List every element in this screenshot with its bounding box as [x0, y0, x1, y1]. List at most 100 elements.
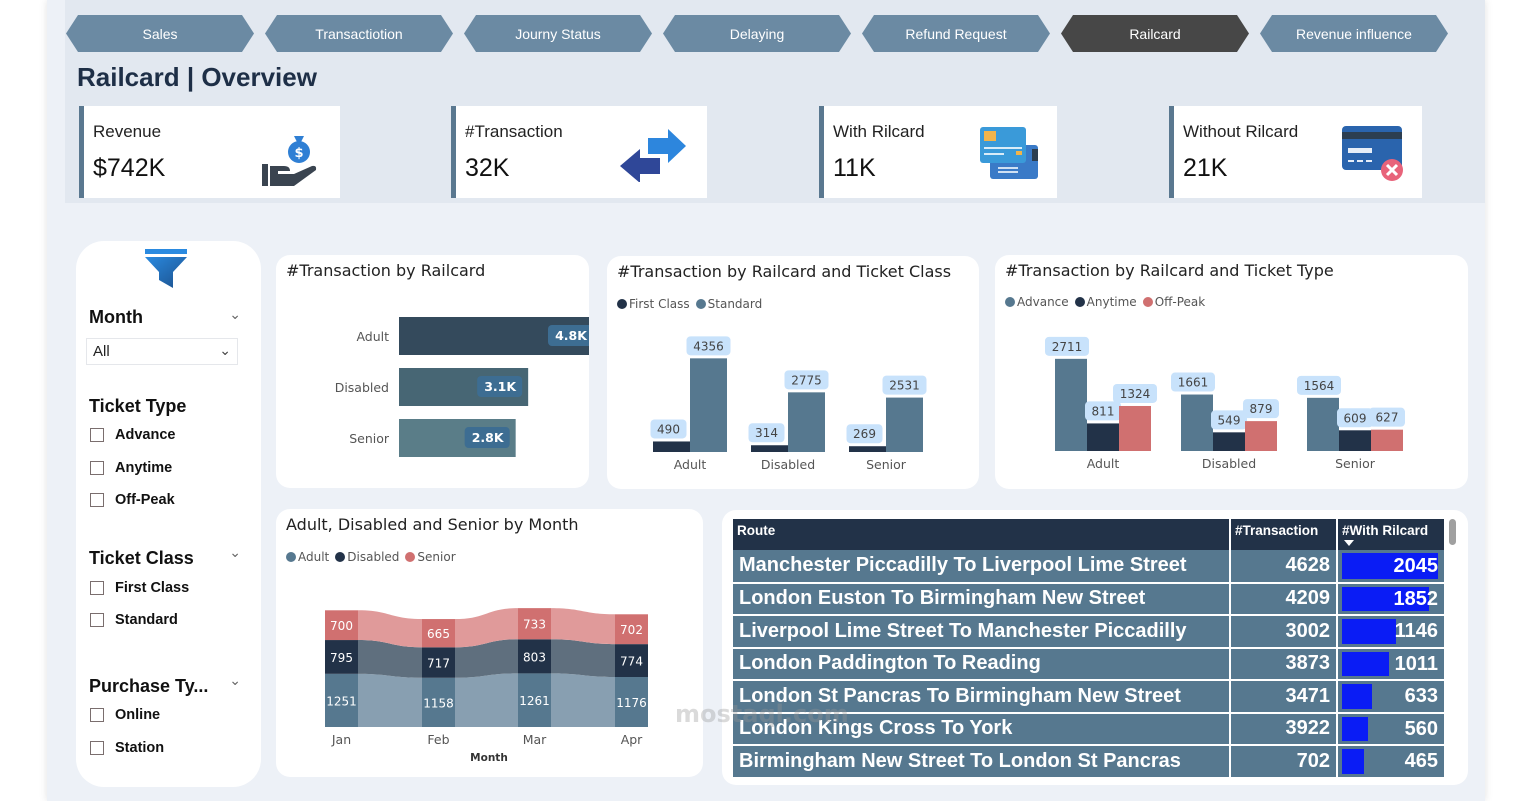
bar[interactable] [1181, 394, 1213, 451]
checkbox-station[interactable]: Station [90, 740, 164, 756]
x-axis-title: Month [470, 752, 508, 764]
table-row[interactable]: London Euston To Birmingham New Street 42… [733, 582, 1446, 616]
table-row[interactable]: London St Pancras To Birmingham New Stre… [733, 680, 1446, 714]
bar-chart: Adult 4.8K Disabled 3.1K Senior 2.8K [335, 317, 589, 457]
tab-journey-status[interactable]: Journy Status [464, 15, 652, 52]
data-label: 549 [1218, 413, 1241, 427]
checkbox-advance[interactable]: Advance [90, 427, 175, 443]
bar[interactable] [1245, 421, 1277, 451]
tab-delaying[interactable]: Delaying [663, 15, 851, 52]
bar[interactable] [1119, 405, 1151, 451]
chevron-down-icon[interactable]: ⌄ [229, 307, 241, 323]
checkbox-standard[interactable]: Standard [90, 612, 178, 628]
data-label-bg [1171, 372, 1215, 392]
table-row[interactable]: Manchester Piccadilly To Liverpool Lime … [733, 550, 1446, 584]
legend-item[interactable]: Off-Peak [1142, 295, 1205, 309]
ribbon[interactable] [551, 673, 615, 727]
stack-segment[interactable] [422, 677, 455, 727]
column-header-route[interactable]: Route [733, 519, 1231, 550]
stack-segment[interactable] [518, 639, 551, 674]
table-row[interactable]: London Paddington To Reading 3873 1011 [733, 647, 1446, 681]
bar[interactable] [690, 358, 727, 452]
report-page: Sales Transactiotion Journy Status Delay… [47, 0, 1485, 801]
ticket-type-filter-label: Ticket Type [89, 396, 187, 416]
chevron-down-icon[interactable]: ⌄ [229, 545, 241, 561]
with-railcard-cell: 633 [1337, 680, 1446, 714]
legend-item[interactable]: Adult [286, 550, 329, 564]
tab-revenue-influence[interactable]: Revenue influence [1260, 15, 1448, 52]
tab-refund-request[interactable]: Refund Request [862, 15, 1050, 52]
option-label: Anytime [115, 460, 173, 476]
stack-segment[interactable] [325, 610, 358, 641]
bar[interactable] [1055, 358, 1087, 451]
ribbon[interactable] [455, 608, 518, 648]
checkbox[interactable] [90, 493, 104, 507]
tab-railcard[interactable]: Railcard [1061, 15, 1249, 52]
checkbox[interactable] [90, 613, 104, 627]
purchase-type-filter-label: Purchase Ty... [89, 676, 209, 696]
legend-item[interactable]: Anytime [1074, 295, 1137, 309]
bar[interactable] [1339, 430, 1371, 451]
ribbon[interactable] [455, 639, 518, 678]
stack-segment[interactable] [518, 673, 551, 727]
legend-item[interactable]: Standard [695, 297, 762, 311]
checkbox-first-class[interactable]: First Class [90, 580, 189, 596]
bar[interactable] [1371, 429, 1403, 451]
stack-segment[interactable] [615, 677, 648, 727]
chevron-down-icon[interactable]: ⌄ [229, 673, 241, 689]
ribbon[interactable] [455, 673, 518, 727]
bar[interactable] [1307, 397, 1339, 451]
column-header-transaction[interactable]: #Transaction [1230, 519, 1338, 550]
ribbon[interactable] [551, 639, 615, 678]
legend-dot [286, 552, 296, 562]
legend-item[interactable]: First Class [617, 297, 690, 311]
checkbox-online[interactable]: Online [90, 707, 160, 723]
checkbox-anytime[interactable]: Anytime [90, 460, 172, 476]
data-label: 490 [657, 422, 680, 436]
legend-item[interactable]: Disabled [335, 550, 399, 564]
checkbox[interactable] [90, 708, 104, 722]
tab-transaction[interactable]: Transactiotion [265, 15, 453, 52]
data-label: 2775 [791, 373, 822, 387]
data-bar [1342, 716, 1369, 741]
table-row[interactable]: London Kings Cross To York 3922 560 [733, 712, 1446, 746]
stack-segment[interactable] [518, 608, 551, 640]
legend-item[interactable]: Senior [405, 550, 456, 564]
ribbon[interactable] [358, 673, 422, 727]
checkbox-off-peak[interactable]: Off-Peak [90, 492, 175, 508]
ribbon[interactable] [358, 610, 422, 648]
legend-item[interactable]: Advance [1005, 295, 1069, 309]
data-bar [1342, 684, 1372, 709]
bar[interactable] [886, 397, 923, 452]
bar[interactable] [653, 441, 690, 452]
stack-segment[interactable] [615, 644, 648, 678]
checkbox[interactable] [90, 581, 104, 595]
category-label: Mar [523, 732, 547, 747]
checkbox[interactable] [90, 428, 104, 442]
column-header-with-railcard[interactable]: #With Rilcard [1337, 519, 1446, 550]
checkbox[interactable] [90, 461, 104, 475]
stack-segment[interactable] [325, 673, 358, 727]
bar[interactable] [751, 445, 788, 452]
tab-sales[interactable]: Sales [66, 15, 254, 52]
table-row[interactable]: Birmingham New Street To London St Pancr… [733, 745, 1446, 779]
bar[interactable] [849, 446, 886, 452]
ribbon[interactable] [358, 640, 422, 678]
bar[interactable] [1213, 432, 1245, 451]
stack-segment[interactable] [422, 619, 455, 648]
stack-segment[interactable] [325, 640, 358, 674]
stack-segment[interactable] [615, 614, 648, 645]
kpi-value: 11K [833, 154, 876, 182]
stack-segment[interactable] [422, 647, 455, 678]
transaction-cell: 702 [1230, 745, 1338, 779]
bar[interactable] [1087, 423, 1119, 451]
bar[interactable] [788, 392, 825, 452]
checkbox[interactable] [90, 741, 104, 755]
legend-label: Senior [417, 550, 456, 564]
ribbon[interactable] [551, 608, 615, 645]
month-dropdown[interactable]: All ⌄ [86, 338, 238, 365]
table-scrollbar[interactable] [1449, 519, 1456, 545]
table-row[interactable]: Liverpool Lime Street To Manchester Picc… [733, 615, 1446, 649]
transaction-cell: 3471 [1230, 680, 1338, 714]
kpi-revenue: Revenue $742K $ [79, 106, 340, 198]
